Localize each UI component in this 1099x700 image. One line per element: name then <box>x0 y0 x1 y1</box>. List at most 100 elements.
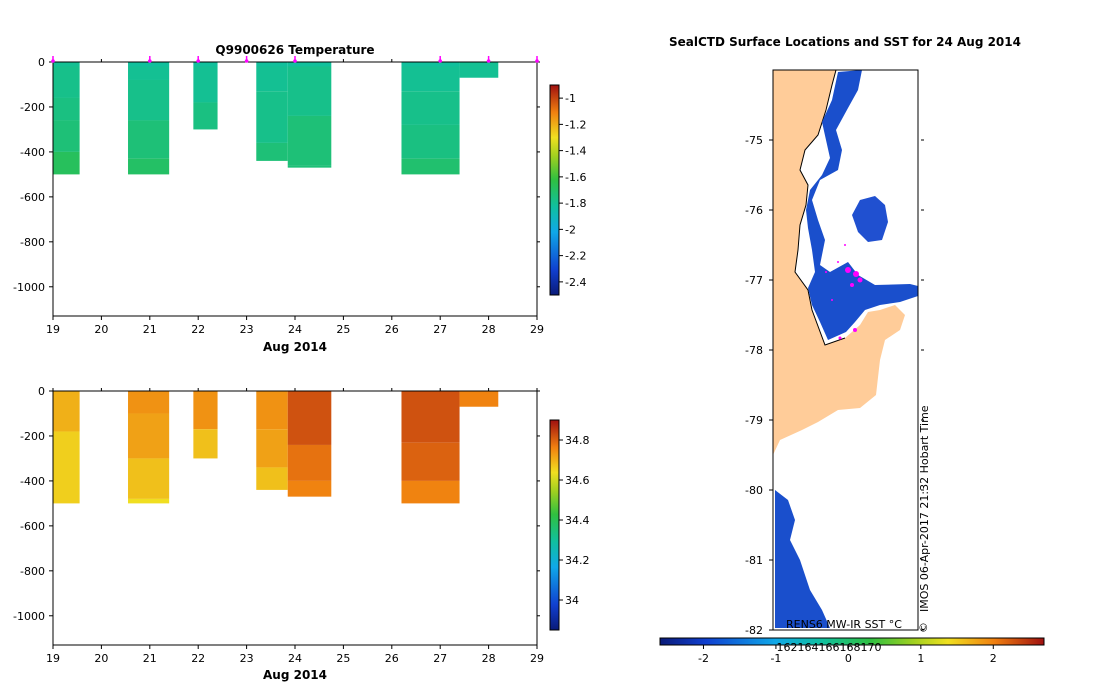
colorbar-tick-label: 34.2 <box>565 554 590 567</box>
salinity-colorbar-ticks: 34.8 34.6 34.4 34.2 34 <box>559 434 590 607</box>
lon-tick-label: 166 <box>819 641 840 654</box>
y-tick-label: -800 <box>20 565 45 578</box>
data-cell <box>256 391 288 430</box>
x-tick-label: 26 <box>385 652 399 665</box>
x-tick-label: 25 <box>336 652 350 665</box>
data-cell <box>287 165 332 168</box>
lat-tick-label: -79 <box>745 414 763 427</box>
data-cell <box>256 467 288 490</box>
colorbar-tick-label: -2.2 <box>565 250 586 263</box>
colorbar-tick-label: -2.4 <box>565 276 586 289</box>
x-tick-label: 27 <box>433 652 447 665</box>
temperature-cells <box>53 62 499 175</box>
data-cell <box>287 62 332 67</box>
salinity-axis-ticks: 19 20 21 22 23 24 25 26 27 28 29 0 -200 -400 -600 -800 -… <box>13 385 544 665</box>
data-cell <box>256 142 288 161</box>
temperature-colorbar-ticks: -1 -1.2 -1.4 -1.6 -1.8 -2 -2.2 -2.4 <box>559 92 586 289</box>
data-cell <box>128 62 170 67</box>
lat-tick-label: -81 <box>745 554 763 567</box>
data-cell <box>287 115 332 166</box>
data-cell <box>256 91 288 143</box>
x-tick-label: 26 <box>385 323 399 336</box>
sst-tick-label: -2 <box>698 652 709 665</box>
data-cell <box>53 62 80 67</box>
data-cell <box>128 458 170 499</box>
x-tick-label: 22 <box>191 652 205 665</box>
x-tick-label: 20 <box>94 652 108 665</box>
data-cell <box>128 391 170 414</box>
x-tick-label: 21 <box>143 652 157 665</box>
colorbar-tick-label: 34.8 <box>565 434 590 447</box>
longitude-ticks: 162 164 166 168 170 <box>777 641 882 654</box>
data-cell <box>128 498 170 504</box>
sst-coastal-water <box>806 70 918 340</box>
temperature-axis-ticks: 19 20 21 22 23 24 25 26 27 28 29 0 -200 -400 -600 -800 -… <box>13 56 544 336</box>
y-tick-label: -200 <box>20 430 45 443</box>
y-tick-label: 0 <box>38 385 45 398</box>
data-cell <box>287 391 332 445</box>
data-cell <box>401 442 460 481</box>
colorbar-tick-label: -1.6 <box>565 171 586 184</box>
colorbar-tick-label: -2 <box>565 223 576 236</box>
colorbar-tick-label: -1.8 <box>565 197 586 210</box>
colorbar-tick-label: 34.6 <box>565 474 590 487</box>
x-tick-label: 29 <box>530 323 544 336</box>
lon-tick-label: 170 <box>861 641 882 654</box>
profile-marker-dot <box>535 59 539 63</box>
sst-tick-label: -1 <box>770 652 781 665</box>
profile-marker-dot <box>148 59 152 63</box>
data-cell <box>401 158 460 175</box>
temperature-title: Q9900626 Temperature <box>215 43 374 57</box>
sst-tick-label: 2 <box>990 652 997 665</box>
profile-marker-dot <box>196 59 200 63</box>
sst-tick-label: 0 <box>845 652 852 665</box>
temperature-xlabel: Aug 2014 <box>263 340 327 354</box>
data-cell <box>53 120 80 152</box>
data-cell <box>287 66 332 116</box>
data-cell <box>53 97 80 121</box>
x-tick-label: 19 <box>46 323 60 336</box>
y-tick-label: -400 <box>20 146 45 159</box>
y-tick-label: 0 <box>38 56 45 69</box>
x-tick-label: 28 <box>482 652 496 665</box>
lat-tick-label: -76 <box>745 204 763 217</box>
lon-tick-label: 168 <box>840 641 861 654</box>
data-cell <box>401 124 460 159</box>
x-tick-label: 23 <box>240 652 254 665</box>
imos-timestamp: IMOS 06-Apr-2017 21:32 Hobart Time <box>918 405 931 612</box>
sst-colorbar-label: RENS6 MW-IR SST °C <box>786 618 902 631</box>
profile-marker-dot <box>293 59 297 63</box>
sst-offshore-patch <box>852 196 888 242</box>
y-tick-label: -800 <box>20 236 45 249</box>
land-area <box>773 70 905 455</box>
sst-colorbar <box>659 637 1045 646</box>
data-cell <box>193 429 218 459</box>
data-cell <box>53 391 80 432</box>
data-cell <box>128 120 170 159</box>
sst-colorbar-ticks: -2 -1 0 1 2 <box>698 645 997 665</box>
y-tick-label: -600 <box>20 520 45 533</box>
salinity-cells <box>53 391 499 504</box>
copyright-symbol: © <box>917 622 930 633</box>
x-tick-label: 23 <box>240 323 254 336</box>
profile-marker-dot <box>244 59 249 63</box>
data-cell <box>287 480 332 497</box>
data-cell <box>287 444 332 481</box>
x-tick-label: 25 <box>336 323 350 336</box>
x-tick-label: 20 <box>94 323 108 336</box>
data-cell <box>193 66 218 103</box>
data-cell <box>128 413 170 459</box>
data-cell <box>401 62 460 67</box>
lat-tick-label: -78 <box>745 344 763 357</box>
lon-tick-label: 162 <box>777 641 798 654</box>
data-cell <box>53 151 80 175</box>
sst-southern-water <box>775 490 830 628</box>
data-cell <box>459 62 499 78</box>
lat-tick-label: -80 <box>745 484 763 497</box>
data-cell <box>256 66 288 92</box>
x-tick-label: 24 <box>288 323 302 336</box>
salinity-xlabel: Aug 2014 <box>263 668 327 682</box>
data-cell <box>193 102 218 130</box>
data-cell <box>193 62 218 67</box>
colorbar-tick-label: -1 <box>565 92 576 105</box>
